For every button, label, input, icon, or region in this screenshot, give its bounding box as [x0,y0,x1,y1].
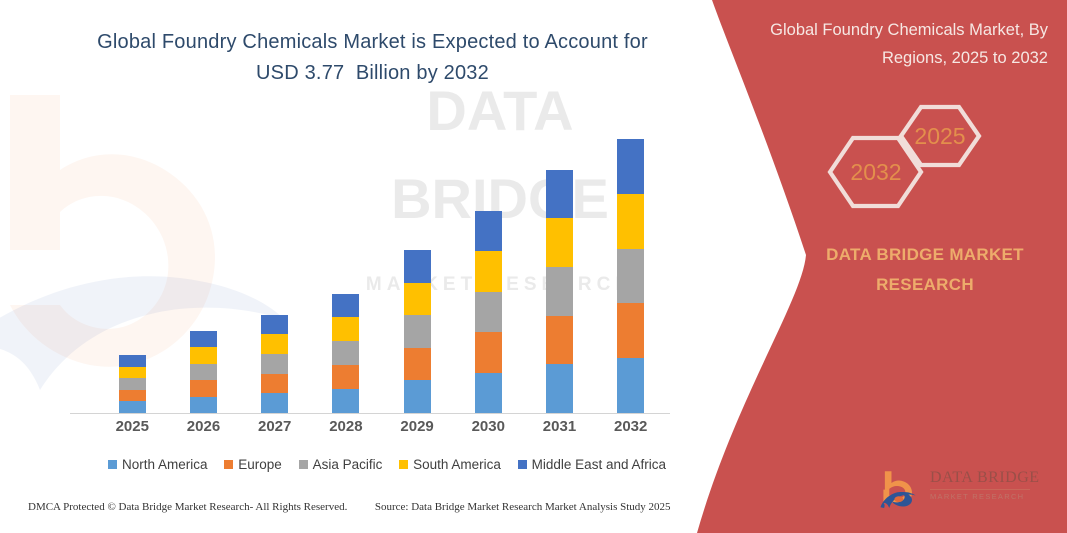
svg-text:2032: 2032 [850,159,901,185]
svg-text:2025: 2025 [914,123,965,149]
